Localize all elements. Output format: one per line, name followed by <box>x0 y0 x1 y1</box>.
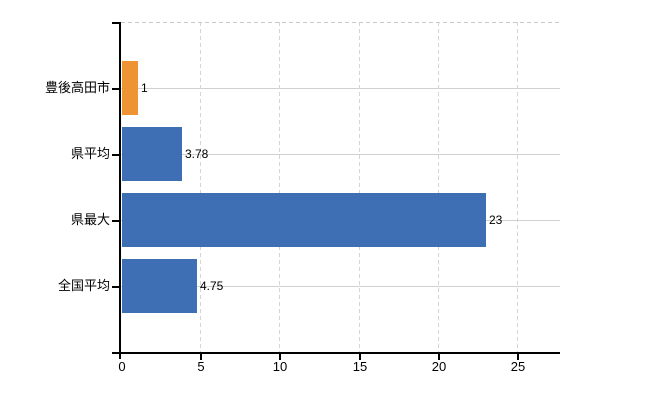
value-label: 1 <box>141 81 148 95</box>
bar <box>122 193 486 247</box>
h-gridline <box>121 286 560 287</box>
category-label: 県平均 <box>70 146 110 161</box>
x-axis-line <box>112 352 560 354</box>
x-axis-tick <box>200 354 202 360</box>
y-axis-tick <box>112 286 120 288</box>
value-label: 23 <box>489 213 503 227</box>
value-label: 4.75 <box>200 279 224 293</box>
x-tick-label: 10 <box>272 359 288 374</box>
h-gridline <box>121 88 560 89</box>
y-axis-tick <box>112 88 120 90</box>
x-axis-tick <box>279 354 281 360</box>
y-axis-line <box>119 22 121 359</box>
category-label: 県最大 <box>70 212 110 227</box>
h-gridline <box>121 154 560 155</box>
bar <box>122 259 197 313</box>
v-gridline <box>200 22 201 352</box>
bar <box>122 127 182 181</box>
v-gridline <box>517 22 518 352</box>
x-axis-tick <box>359 354 361 360</box>
y-axis-tick <box>112 22 120 24</box>
plot-top-border <box>121 22 560 23</box>
x-tick-label: 0 <box>118 359 126 374</box>
x-tick-label: 20 <box>431 359 447 374</box>
category-label: 全国平均 <box>57 278 110 293</box>
y-axis-tick <box>112 154 120 156</box>
v-gridline <box>438 22 439 352</box>
y-axis-tick <box>112 220 120 222</box>
x-axis-tick <box>438 354 440 360</box>
value-label: 3.78 <box>185 147 209 161</box>
x-axis-tick <box>517 354 519 360</box>
x-tick-label: 15 <box>352 359 368 374</box>
v-gridline <box>279 22 280 352</box>
v-gridline <box>359 22 360 352</box>
x-tick-label: 25 <box>510 359 526 374</box>
bar <box>122 61 138 115</box>
category-label: 豊後高田市 <box>44 80 110 95</box>
x-tick-label: 5 <box>197 359 205 374</box>
